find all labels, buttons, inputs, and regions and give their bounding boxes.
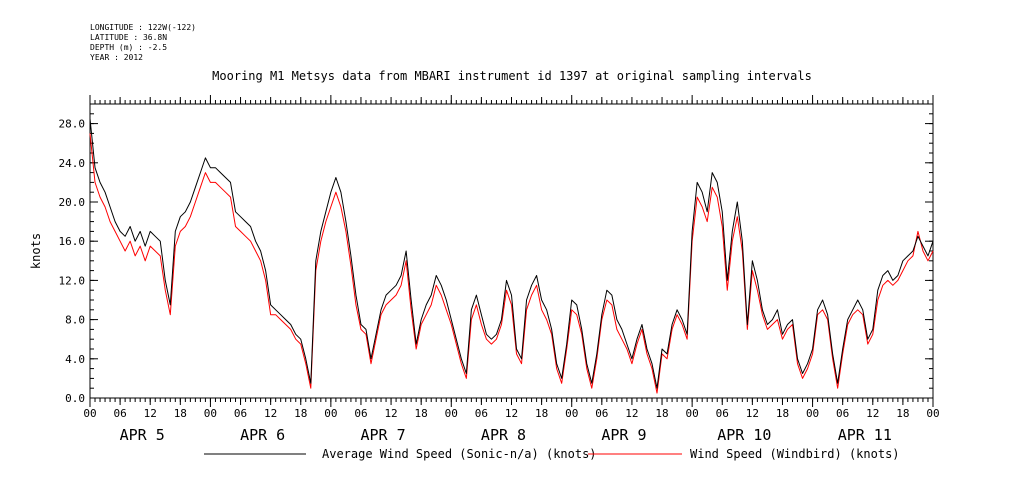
- y-tick-label: 4.0: [65, 353, 85, 366]
- x-tick-label: 18: [896, 407, 909, 420]
- x-tick-label: 00: [926, 407, 939, 420]
- day-label: APR 10: [717, 426, 771, 444]
- series-lines: [89, 118, 934, 394]
- y-tick-label: 0.0: [65, 392, 85, 405]
- latitude-text: LATITUDE : 36.8N: [90, 33, 167, 42]
- x-tick-label: 00: [565, 407, 578, 420]
- x-tick-label: 06: [113, 407, 126, 420]
- x-tick-label: 18: [174, 407, 187, 420]
- series-line: [89, 133, 934, 394]
- day-label: APR 8: [481, 426, 526, 444]
- day-label: APR 6: [240, 426, 285, 444]
- x-tick-label: 00: [324, 407, 337, 420]
- day-label: APR 7: [360, 426, 405, 444]
- legend: Average Wind Speed (Sonic-n/a) (knots) Wi…: [204, 447, 900, 461]
- x-tick-label: 00: [686, 407, 699, 420]
- header-meta: LONGITUDE : 122W(-122) LATITUDE : 36.8N …: [90, 23, 196, 62]
- legend-label: Wind Speed (Windbird) (knots): [690, 447, 900, 461]
- axes: 0.0 4.0 8.0 12.0 16.0 20.0 24.0 28.0 00 06 12 18 00 0…: [59, 95, 940, 444]
- y-tick-label: 28.0: [59, 118, 86, 131]
- x-tick-label: 12: [384, 407, 397, 420]
- x-tick-label: 12: [505, 407, 518, 420]
- x-tick-label: 18: [776, 407, 789, 420]
- x-tick-label: 00: [83, 407, 96, 420]
- plot-frame: [89, 103, 934, 399]
- x-tick-label: 06: [595, 407, 608, 420]
- y-tick-label: 12.0: [59, 274, 86, 287]
- series-line: [89, 118, 934, 389]
- x-tick-label: 06: [716, 407, 729, 420]
- y-tick-label: 20.0: [59, 196, 86, 209]
- x-tick-label: 12: [264, 407, 277, 420]
- x-tick-label: 00: [806, 407, 819, 420]
- x-tick-label: 18: [535, 407, 548, 420]
- x-tick-label: 12: [746, 407, 759, 420]
- x-tick-label: 06: [234, 407, 247, 420]
- x-tick-label: 18: [415, 407, 428, 420]
- x-tick-label: 18: [294, 407, 307, 420]
- depth-text: DEPTH (m) : -2.5: [90, 43, 167, 52]
- x-tick-label: 18: [655, 407, 668, 420]
- y-tick-label: 8.0: [65, 314, 85, 327]
- day-label: APR 11: [838, 426, 892, 444]
- x-tick-label: 00: [445, 407, 458, 420]
- x-tick-label: 12: [625, 407, 638, 420]
- chart-title: Mooring M1 Metsys data from MBARI instru…: [212, 69, 812, 83]
- longitude-text: LONGITUDE : 122W(-122): [90, 23, 196, 32]
- y-tick-label: 24.0: [59, 157, 86, 170]
- year-text: YEAR : 2012: [90, 53, 143, 62]
- x-tick-label: 12: [144, 407, 157, 420]
- legend-label: Average Wind Speed (Sonic-n/a) (knots): [322, 447, 597, 461]
- day-label: APR 5: [120, 426, 165, 444]
- x-tick-label: 06: [354, 407, 367, 420]
- x-tick-label: 06: [475, 407, 488, 420]
- x-tick-label: 06: [836, 407, 849, 420]
- y-axis-label: knots: [29, 233, 43, 269]
- x-tick-label: 12: [866, 407, 879, 420]
- y-tick-label: 16.0: [59, 235, 86, 248]
- x-tick-label: 00: [204, 407, 217, 420]
- day-label: APR 9: [601, 426, 646, 444]
